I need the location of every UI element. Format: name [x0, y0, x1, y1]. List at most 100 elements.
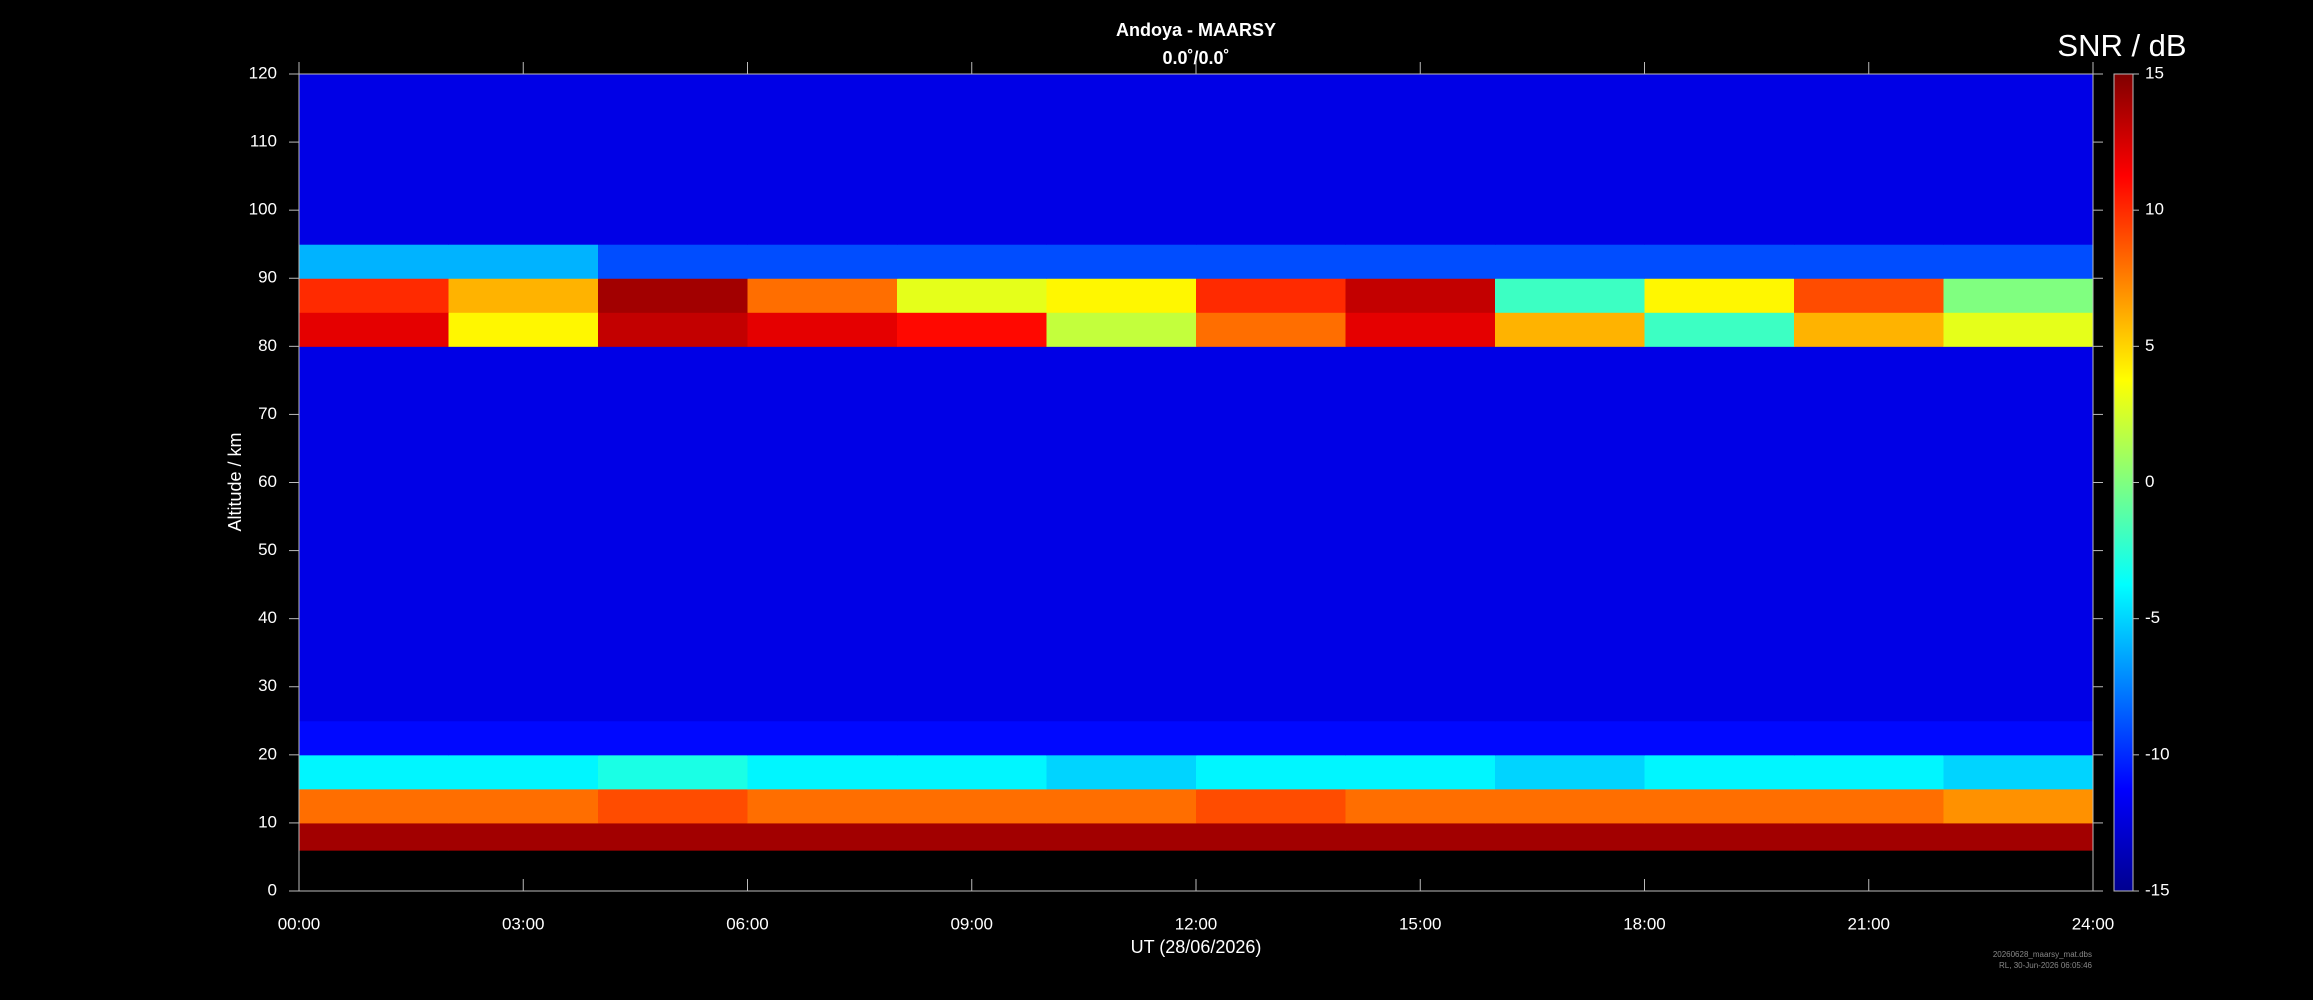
heatmap-cell: [1046, 652, 1197, 688]
heatmap-cell: [1794, 380, 1944, 415]
heatmap-cell: [747, 652, 898, 688]
heatmap-cell: [448, 142, 599, 177]
heatmap-cell: [1495, 754, 1645, 790]
heatmap-cell: [1345, 278, 1496, 313]
heatmap-cell: [448, 788, 599, 824]
heatmap-cell: [897, 482, 1047, 518]
heatmap-cell: [1046, 822, 1197, 851]
heatmap-cell: [1943, 346, 2094, 381]
heatmap-cell: [1345, 788, 1496, 824]
heatmap-cell: [1495, 210, 1645, 245]
heatmap-cell: [1644, 584, 1795, 620]
heatmap-cell: [598, 346, 748, 381]
y-tick-label: 40: [258, 608, 277, 627]
heatmap-cell: [1046, 448, 1197, 483]
heatmap-cell: [897, 516, 1047, 552]
heatmap-cell: [448, 244, 599, 279]
heatmap-cell: [1943, 108, 2094, 143]
heatmap-cell: [299, 652, 449, 688]
heatmap-cell: [1495, 312, 1645, 347]
heatmap-cell: [448, 652, 599, 688]
heatmap-cell: [1943, 312, 2094, 347]
heatmap-cell: [1644, 108, 1795, 143]
heatmap-cell: [1046, 142, 1197, 177]
heatmap-cell: [448, 380, 599, 415]
heatmap-cell: [1345, 74, 1496, 109]
heatmap-cell: [1794, 686, 1944, 722]
heatmap-cell: [1046, 686, 1197, 722]
heatmap-cell: [1046, 584, 1197, 620]
heatmap-cell: [1794, 584, 1944, 620]
heatmap-cell: [448, 210, 599, 245]
x-tick-label: 03:00: [502, 914, 545, 933]
heatmap-cell: [1046, 176, 1197, 211]
heatmap-cell: [1943, 142, 2094, 177]
heatmap-cell: [1943, 788, 2094, 824]
heatmap-cell: [299, 754, 449, 790]
heatmap-cell: [1495, 108, 1645, 143]
heatmap-cell: [1196, 278, 1346, 313]
heatmap-cell: [448, 108, 599, 143]
heatmap-cell: [1345, 448, 1496, 483]
heatmap-cell: [747, 176, 898, 211]
heatmap-cell: [747, 516, 898, 552]
heatmap-cell: [747, 686, 898, 722]
heatmap-cell: [1644, 516, 1795, 552]
heatmap-cell: [1495, 176, 1645, 211]
heatmap-cell: [1196, 244, 1346, 279]
heatmap-cell: [1495, 686, 1645, 722]
heatmap-cell: [598, 176, 748, 211]
heatmap-cell: [598, 210, 748, 245]
heatmap-cell: [1046, 278, 1197, 313]
heatmap-cell: [897, 312, 1047, 347]
colorbar-label: SNR / dB: [2057, 28, 2186, 63]
heatmap-cell: [1794, 448, 1944, 483]
heatmap-cell: [598, 108, 748, 143]
heatmap-cell: [1794, 414, 1944, 449]
heatmap-cell: [299, 788, 449, 824]
heatmap-cell: [747, 346, 898, 381]
heatmap-cell: [1345, 652, 1496, 688]
y-tick-label: 90: [258, 268, 277, 287]
heatmap-cell: [598, 516, 748, 552]
heatmap-cell: [1345, 108, 1496, 143]
heatmap-cell: [747, 244, 898, 279]
heatmap-cell: [1196, 720, 1346, 756]
heatmap-cell: [1345, 176, 1496, 211]
y-tick-label: 0: [268, 880, 277, 899]
heatmap-cell: [1345, 210, 1496, 245]
x-tick-label: 18:00: [1623, 914, 1666, 933]
heatmap-cell: [897, 176, 1047, 211]
heatmap-cell: [1196, 414, 1346, 449]
heatmap-cell: [1943, 652, 2094, 688]
heatmap-cell: [747, 312, 898, 347]
heatmap-cell: [598, 550, 748, 586]
heatmap-cell: [1495, 584, 1645, 620]
x-tick-label: 09:00: [950, 914, 993, 933]
heatmap-cell: [299, 448, 449, 483]
heatmap-cell: [1046, 244, 1197, 279]
heatmap-cell: [598, 788, 748, 824]
footer-file: 20260628_maarsy_mat.dbs: [1993, 950, 2092, 959]
y-tick-label: 80: [258, 336, 277, 355]
heatmap-cell: [299, 618, 449, 654]
x-tick-label: 24:00: [2072, 914, 2115, 933]
heatmap-cell: [897, 550, 1047, 586]
heatmap-cell: [1644, 176, 1795, 211]
heatmap-cell: [1794, 516, 1944, 552]
heatmap-cell: [1046, 380, 1197, 415]
chart-subtitle: 0.0˚/0.0˚: [1162, 48, 1229, 68]
heatmap-cell: [1794, 74, 1944, 109]
colorbar-tick-label: -15: [2145, 880, 2170, 899]
heatmap-cell: [598, 822, 748, 851]
heatmap-cell: [598, 720, 748, 756]
heatmap-cell: [897, 108, 1047, 143]
heatmap-cell: [897, 720, 1047, 756]
heatmap-cell: [1794, 176, 1944, 211]
heatmap-cell: [598, 278, 748, 313]
heatmap-cell: [448, 754, 599, 790]
heatmap-cell: [1046, 74, 1197, 109]
heatmap-cell: [448, 312, 599, 347]
heatmap-cell: [1644, 278, 1795, 313]
